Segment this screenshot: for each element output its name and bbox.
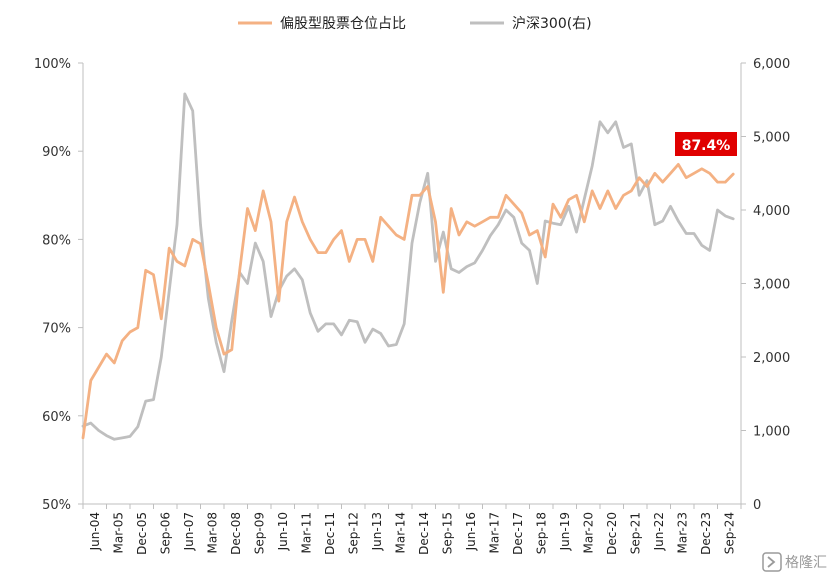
x-tick-label: Mar-14 bbox=[393, 512, 407, 553]
x-tick-label: Dec-08 bbox=[229, 512, 243, 555]
x-tick-label: Sep-15 bbox=[440, 512, 454, 554]
left-tick-label: 70% bbox=[42, 322, 71, 337]
series-layer bbox=[81, 92, 735, 441]
x-tick-label: Dec-05 bbox=[135, 512, 149, 555]
x-tick-label: Mar-05 bbox=[111, 512, 125, 553]
x-tick-label: Dec-14 bbox=[417, 512, 431, 555]
annotation-label: 87.4% bbox=[682, 138, 731, 154]
x-tick-label: Jun-22 bbox=[652, 512, 666, 551]
right-tick-label: 4,000 bbox=[753, 204, 790, 219]
right-tick-label: 0 bbox=[753, 498, 761, 513]
left-tick-label: 80% bbox=[42, 233, 71, 248]
x-tick-label: Mar-23 bbox=[675, 512, 689, 553]
annotation-box bbox=[675, 132, 737, 156]
equity-position-line bbox=[81, 162, 735, 440]
x-tick-label: Sep-21 bbox=[628, 512, 642, 554]
x-tick-label: Dec-23 bbox=[699, 512, 713, 555]
value-annotation: 87.4% bbox=[675, 132, 737, 156]
x-tick-label: Jun-07 bbox=[182, 512, 196, 551]
x-tick-label: Sep-09 bbox=[252, 512, 266, 554]
x-tick-label: Mar-08 bbox=[205, 512, 219, 553]
x-tick-label: Sep-18 bbox=[534, 512, 548, 554]
right-tick-label: 5,000 bbox=[753, 131, 790, 146]
glh-logo-icon bbox=[762, 552, 782, 572]
x-tick-label: Sep-12 bbox=[346, 512, 360, 554]
left-tick-label: 60% bbox=[42, 410, 71, 425]
watermark: 格隆汇 bbox=[762, 552, 827, 572]
x-tick-label: Jun-04 bbox=[88, 512, 102, 551]
x-tick-label: Jun-10 bbox=[276, 512, 290, 551]
x-tick-label: Sep-24 bbox=[722, 512, 736, 554]
left-tick-label: 50% bbox=[42, 498, 71, 513]
x-tick-label: Mar-11 bbox=[299, 512, 313, 553]
x-tick-label: Mar-20 bbox=[581, 512, 595, 553]
x-tick-label: Dec-20 bbox=[605, 512, 619, 555]
legend: 偏股型股票仓位占比 沪深300(右) bbox=[238, 16, 592, 32]
watermark-text: 格隆汇 bbox=[785, 555, 827, 571]
legend-label: 偏股型股票仓位占比 bbox=[280, 16, 406, 32]
right-tick-label: 6,000 bbox=[753, 57, 790, 72]
x-tick-label: Dec-11 bbox=[323, 512, 337, 555]
x-tick-label: Jun-19 bbox=[558, 512, 572, 551]
right-tick-label: 2,000 bbox=[753, 351, 790, 366]
csi300-line bbox=[81, 92, 735, 441]
x-tick-label: Dec-17 bbox=[511, 512, 525, 555]
x-axis: Jun-04 Mar-05 Dec-05 Sep-06 Jun-07 Mar-08 Dec-… bbox=[82, 503, 742, 555]
x-tick-label: Jun-16 bbox=[464, 512, 478, 551]
left-tick-label: 90% bbox=[42, 145, 71, 160]
legend-label: 沪深300(右) bbox=[512, 16, 592, 32]
left-tick-label: 100% bbox=[34, 57, 71, 72]
left-y-axis: 50% 60% 70% 80% 90% 100% bbox=[34, 57, 84, 513]
x-tick-label: Sep-06 bbox=[158, 512, 172, 554]
right-tick-label: 3,000 bbox=[753, 278, 790, 293]
right-tick-label: 1,000 bbox=[753, 425, 790, 440]
right-y-axis: 0 1,000 2,000 3,000 4,000 5,000 6,000 bbox=[740, 57, 790, 513]
x-tick-label: Mar-17 bbox=[487, 512, 501, 553]
x-tick-label: Jun-13 bbox=[370, 512, 384, 551]
